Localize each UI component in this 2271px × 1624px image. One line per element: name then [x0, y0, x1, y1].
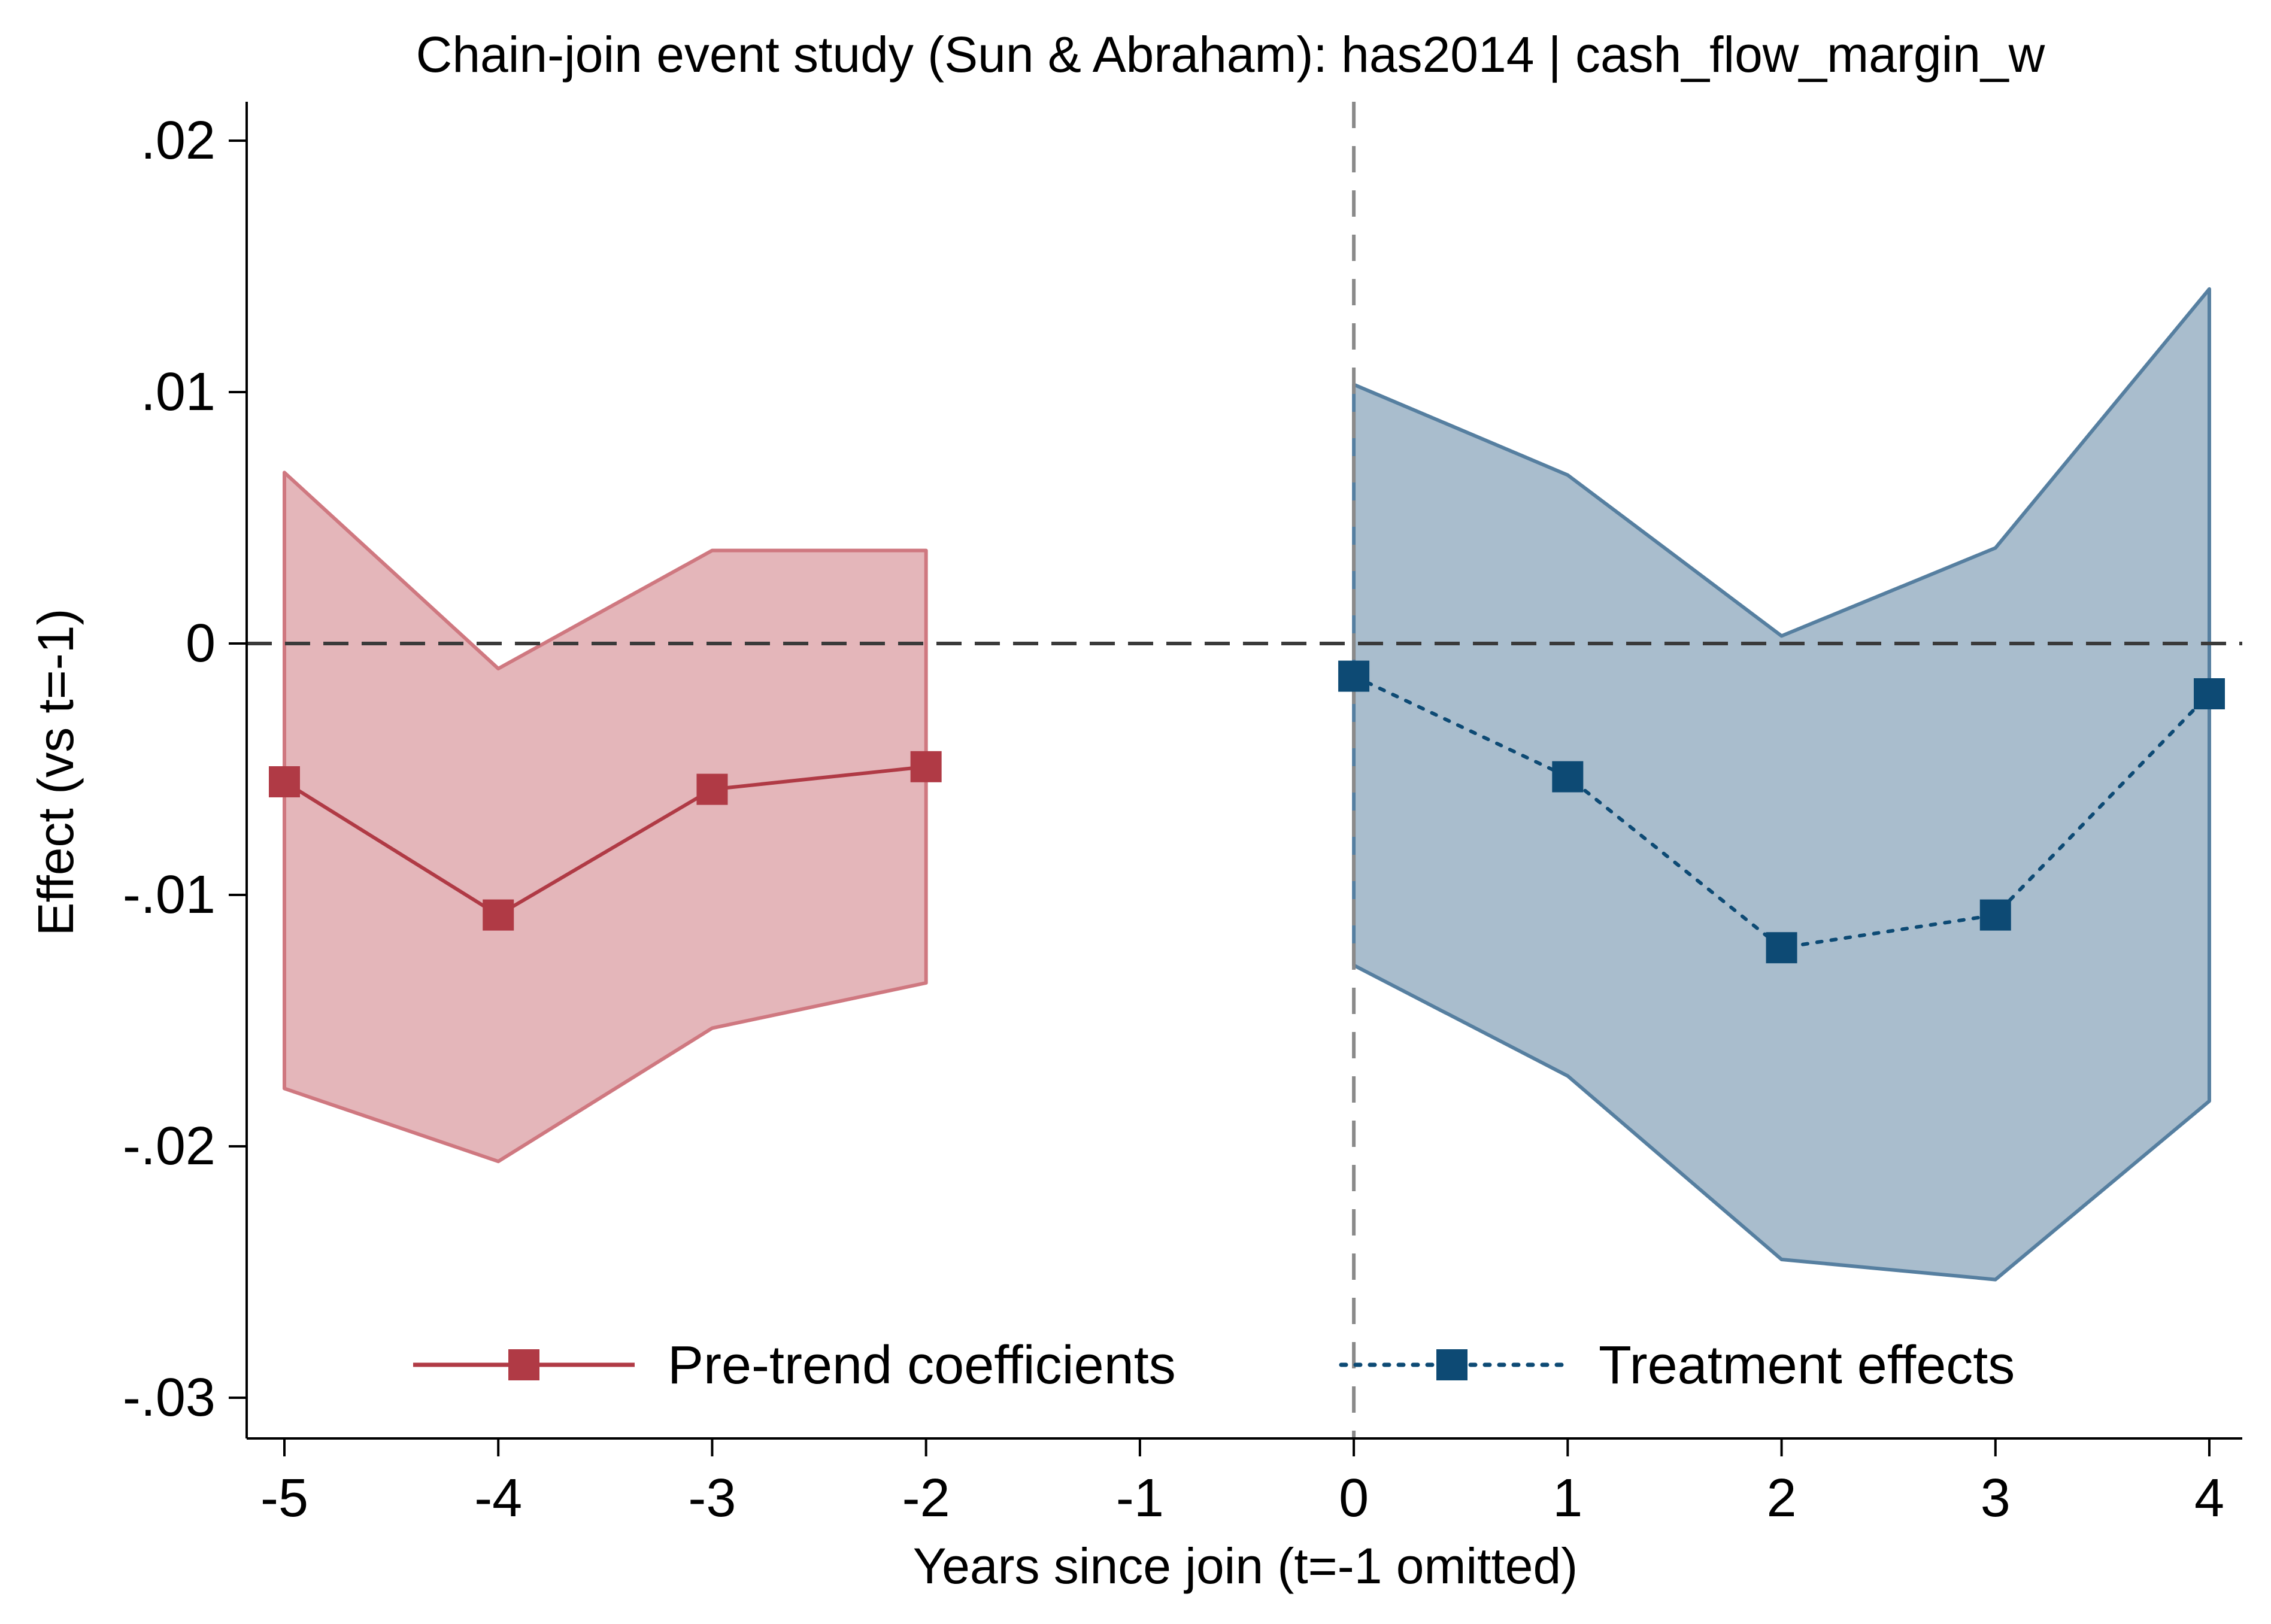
series-markers [269, 660, 2225, 964]
y-ticks: .02 .01 0 -.01 -.02 -.03 [123, 111, 247, 1428]
legend-treatment-marker [1436, 1349, 1467, 1380]
y-axis-label: Effect (vs t=-1) [28, 609, 84, 936]
data-point-treatment [1979, 899, 2011, 931]
series-line-pretrend [283, 764, 926, 917]
data-point-treatment [1552, 761, 1584, 793]
series-lines [283, 674, 2211, 950]
data-point-treatment [2194, 678, 2225, 709]
chart-title: Chain-join event study (Sun & Abraham): … [416, 26, 2045, 83]
ci-band-treatment [1352, 287, 2211, 1282]
x-tick-label: -2 [902, 1468, 950, 1528]
y-tick-label: .02 [141, 111, 216, 171]
x-tick-label: 3 [1981, 1468, 2011, 1528]
legend-pretrend-label: Pre-trend coefficients [668, 1335, 1176, 1395]
x-axis-label: Years since join (t=-1 omitted) [913, 1538, 1578, 1594]
y-tick-label: 0 [186, 614, 216, 673]
y-tick-label: .01 [141, 362, 216, 422]
x-ticks: -5 -4 -3 -2 -1 0 1 2 3 4 [260, 1438, 2224, 1528]
data-point-pretrend [910, 751, 942, 782]
legend-pretrend-marker [508, 1349, 539, 1380]
y-tick-label: -.02 [123, 1116, 216, 1176]
x-tick-label: 1 [1553, 1468, 1582, 1528]
data-point-treatment [1338, 660, 1370, 692]
axes [245, 102, 2242, 1440]
legend: Pre-trend coefficients Treatment effects [413, 1335, 2015, 1395]
y-tick-label: -.01 [123, 865, 216, 925]
x-tick-label: -5 [260, 1468, 308, 1528]
x-tick-label: 2 [1767, 1468, 1797, 1528]
data-point-treatment [1766, 932, 1797, 964]
data-point-pretrend [269, 766, 300, 797]
data-point-pretrend [483, 899, 514, 931]
x-tick-label: -3 [688, 1468, 736, 1528]
legend-treatment-label: Treatment effects [1599, 1335, 2015, 1395]
x-tick-label: -4 [474, 1468, 522, 1528]
reference-lines [247, 102, 2242, 1438]
x-tick-label: 0 [1339, 1468, 1369, 1528]
series-line-treatment [1352, 674, 2211, 950]
data-point-pretrend [696, 773, 728, 805]
x-tick-label: -1 [1116, 1468, 1164, 1528]
x-tick-label: 4 [2194, 1468, 2224, 1528]
y-tick-label: -.03 [123, 1368, 216, 1428]
